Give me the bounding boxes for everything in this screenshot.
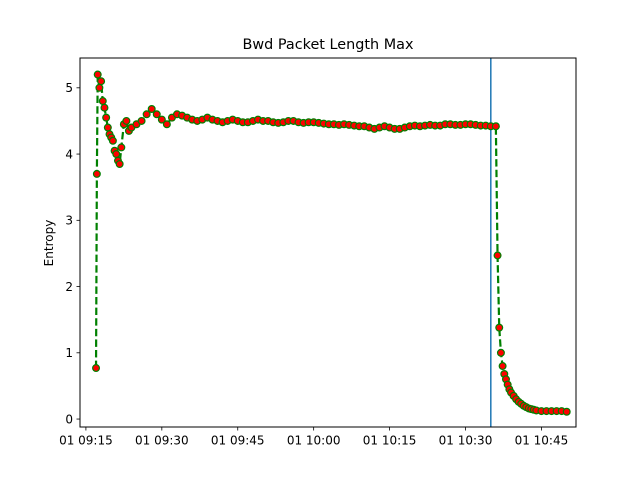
plot-frame — [79, 57, 577, 428]
x-tick-label: 01 09:30 — [135, 434, 189, 448]
data-point — [495, 323, 504, 332]
data-point — [162, 120, 171, 129]
y-tick-label: 3 — [65, 214, 73, 228]
data-point — [562, 407, 571, 416]
chart-title: Bwd Packet Length Max — [243, 37, 414, 53]
x-tick-label: 01 10:30 — [439, 434, 493, 448]
y-tick-label: 2 — [65, 280, 73, 294]
data-point — [496, 348, 505, 357]
data-point — [142, 110, 151, 119]
data-point — [115, 160, 124, 169]
x-tick-label: 01 09:15 — [59, 434, 113, 448]
data-point — [157, 115, 166, 124]
y-tick-label: 4 — [65, 147, 73, 161]
x-tick-label: 01 09:45 — [211, 434, 265, 448]
data-point — [491, 122, 500, 131]
data-point — [152, 110, 161, 119]
data-point — [93, 70, 102, 79]
plot-area: 0 1 2 3 4 5 01 09:15 01 09:30 01 09:45 01 10:00 01… — [59, 58, 571, 448]
data-point — [97, 77, 106, 86]
y-tick-label: 5 — [65, 81, 73, 95]
data-point — [122, 116, 131, 125]
data-point — [493, 251, 502, 260]
x-tick-label: 01 10:15 — [363, 434, 417, 448]
data-point — [100, 103, 109, 112]
y-tick-label: 0 — [65, 412, 73, 426]
data-point — [98, 97, 107, 106]
y-tick-label: 1 — [65, 346, 73, 360]
data-point — [137, 116, 146, 125]
x-tick-label: 01 10:45 — [515, 434, 569, 448]
data-point — [108, 136, 117, 145]
data-point — [92, 364, 101, 373]
data-point — [498, 362, 507, 371]
data-point — [102, 113, 111, 122]
y-axis-title: Entropy — [42, 220, 56, 267]
data-point — [112, 150, 121, 159]
data-point — [147, 105, 156, 114]
data-point — [103, 123, 112, 132]
data-point — [92, 169, 101, 178]
data-point — [95, 83, 104, 92]
data-point — [117, 143, 126, 152]
x-tick-label: 01 10:00 — [287, 434, 341, 448]
